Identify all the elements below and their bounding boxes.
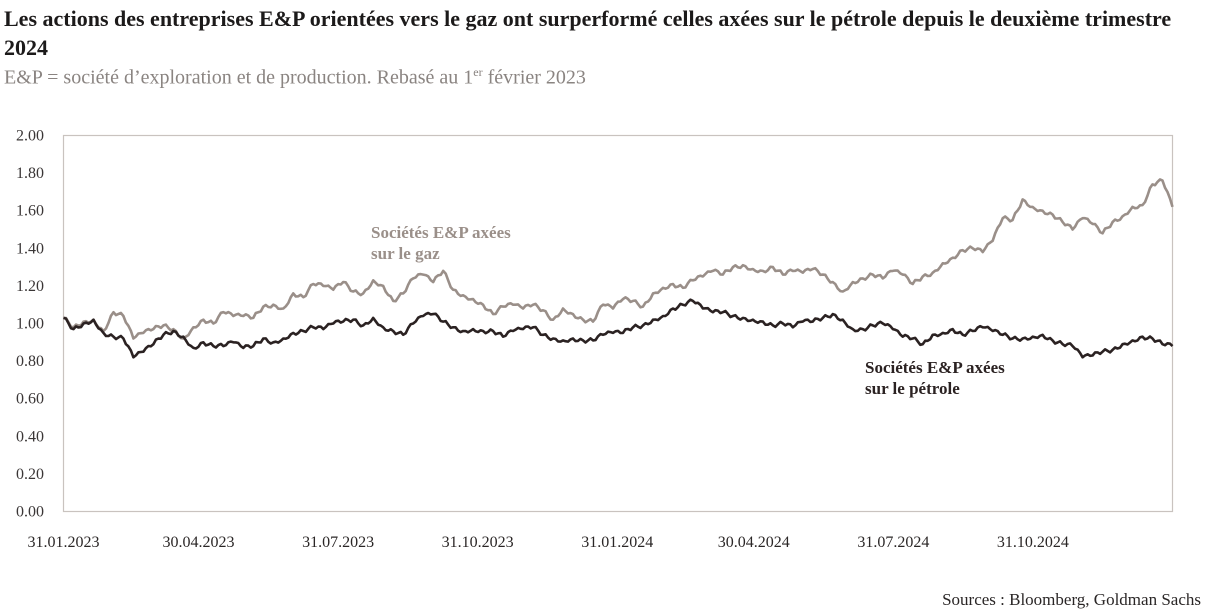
- y-tick-label: 1.80: [16, 165, 44, 182]
- series-line-gas: [63, 178, 1174, 340]
- y-axis: 0.00 0.20 0.40 0.60 0.80 1.00 1.20 1.40 1.60 1.80…: [16, 128, 44, 521]
- x-axis: 31.01.2023 30.04.2023 31.07.2023 31.10.2023…: [28, 534, 1069, 551]
- chart-title: Les actions des entreprises E&P orientée…: [4, 6, 1172, 60]
- y-tick-label: 1.00: [16, 316, 44, 333]
- x-tick-label: 31.01.2023: [28, 534, 100, 551]
- x-tick-label: 31.10.2023: [442, 534, 514, 551]
- y-tick-label: 0.60: [16, 391, 44, 408]
- x-tick-label: 30.04.2024: [718, 534, 790, 551]
- x-tick-label: 30.04.2023: [163, 534, 235, 551]
- y-tick-label: 0.00: [16, 504, 44, 521]
- y-tick-label: 0.20: [16, 466, 44, 483]
- series-label-line: Sociétés E&P axées: [865, 358, 1005, 377]
- source-note: Sources : Bloomberg, Goldman Sachs: [942, 590, 1201, 609]
- series-label-line: Sociétés E&P axées: [371, 223, 511, 242]
- y-tick-label: 2.00: [16, 128, 44, 145]
- subtitle-text-end: février 2023: [482, 66, 586, 89]
- chart-subtitle: E&P = société d’exploration et de produc…: [4, 65, 586, 90]
- subtitle-text: E&P = société d’exploration et de produc…: [4, 66, 474, 89]
- y-tick-label: 0.40: [16, 428, 44, 445]
- x-tick-label: 31.07.2024: [857, 534, 929, 551]
- series-lines: [63, 178, 1174, 359]
- series-label-line: sur le pétrole: [865, 379, 960, 398]
- series-line-oil: [63, 298, 1174, 359]
- series-label-line: sur le gaz: [371, 244, 440, 263]
- x-tick-label: 31.01.2024: [581, 534, 653, 551]
- y-tick-label: 1.20: [16, 278, 44, 295]
- y-tick-label: 1.60: [16, 203, 44, 220]
- x-tick-label: 31.10.2024: [997, 534, 1069, 551]
- series-label-oil: Sociétés E&P axées sur le pétrole: [865, 358, 1005, 398]
- series-label-gas: Sociétés E&P axées sur le gaz: [371, 223, 511, 263]
- y-tick-label: 0.80: [16, 353, 44, 370]
- x-tick-label: 31.07.2023: [302, 534, 374, 551]
- plot-frame: [62, 134, 1174, 513]
- y-tick-label: 1.40: [16, 240, 44, 257]
- subtitle-superscript: er: [473, 65, 483, 79]
